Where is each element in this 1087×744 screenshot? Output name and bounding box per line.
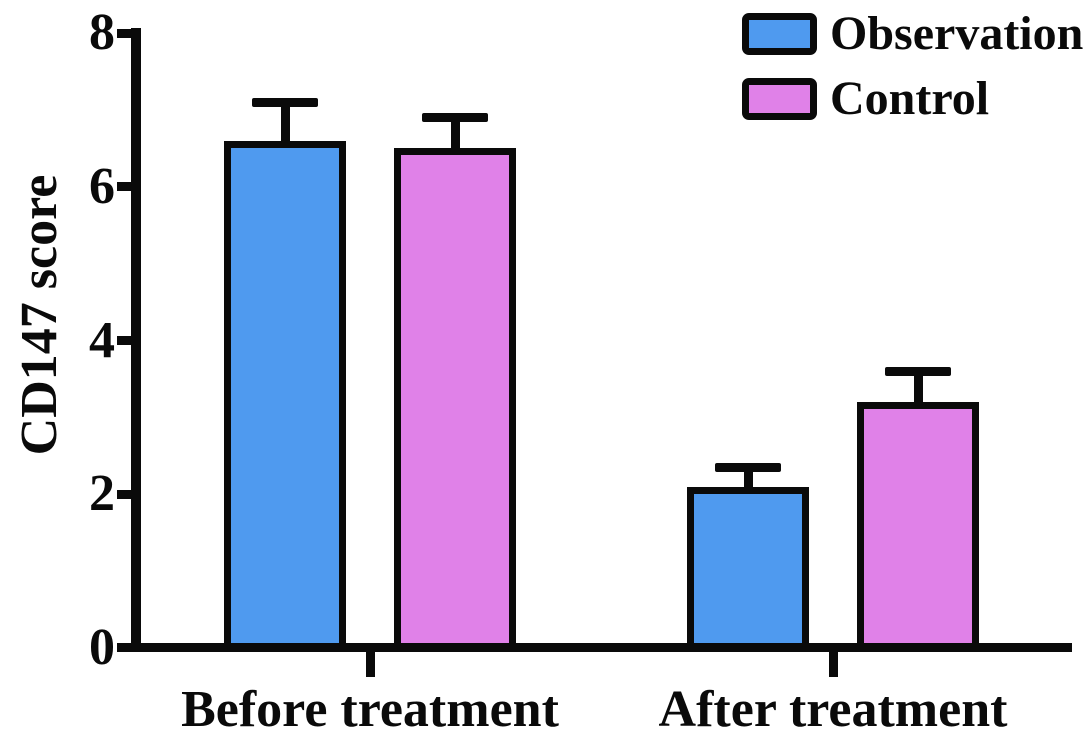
- legend-label-observation: Observation: [830, 7, 1084, 60]
- legend-swatch-observation: [742, 13, 817, 55]
- bar-control-before-treatment: [394, 148, 516, 650]
- y-tick-label: 4: [89, 311, 115, 369]
- error-bar-stem: [913, 371, 923, 404]
- error-bar-stem: [280, 102, 290, 143]
- error-bar-cap: [422, 113, 488, 123]
- y-axis-tick: [117, 336, 131, 345]
- y-axis-tick: [117, 489, 131, 499]
- error-bar-cap: [252, 97, 318, 107]
- x-category-label: Before treatment: [181, 681, 559, 738]
- error-bar-stem: [450, 117, 460, 151]
- y-axis-tick: [117, 28, 131, 38]
- y-axis-line: [131, 28, 141, 652]
- legend-label-control: Control: [830, 72, 990, 125]
- bar-observation-after-treatment: [687, 486, 809, 650]
- x-category-label: After treatment: [658, 681, 1008, 738]
- x-axis-tick: [365, 652, 375, 677]
- y-tick-label: 8: [89, 4, 115, 61]
- bar-observation-before-treatment: [224, 140, 346, 650]
- x-axis-line: [117, 643, 1072, 652]
- y-tick-label: 0: [89, 619, 115, 676]
- bar-control-after-treatment: [857, 402, 979, 650]
- y-tick-label: 2: [89, 465, 115, 523]
- x-axis-tick: [828, 652, 838, 677]
- error-bar-stem: [743, 467, 753, 489]
- error-bar-cap: [885, 366, 951, 376]
- legend-swatch-control: [742, 78, 817, 120]
- y-tick-label: 6: [89, 157, 115, 215]
- y-axis-tick: [117, 182, 131, 192]
- error-bar-cap: [715, 462, 781, 472]
